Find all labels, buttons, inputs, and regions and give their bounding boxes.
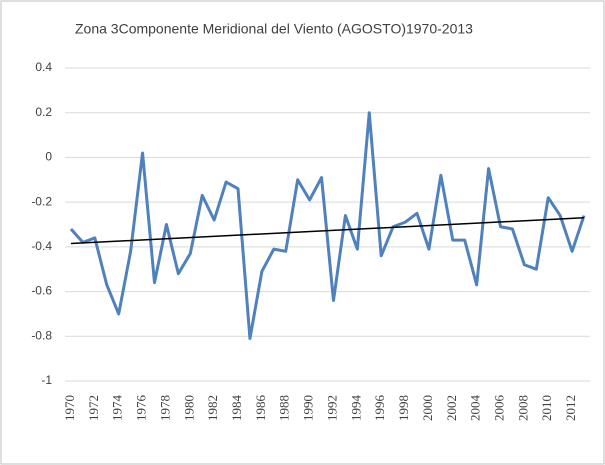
chart-title: Zona 3Componente Meridional del Viento (… <box>75 21 473 37</box>
x-tick-label: 2006 <box>491 395 506 422</box>
x-tick-label: 1994 <box>348 395 363 422</box>
x-tick-label: 2004 <box>468 395 483 422</box>
x-tick-label: 2008 <box>515 395 530 421</box>
x-tick-label: 1970 <box>62 395 77 421</box>
x-tick-label: 1984 <box>229 395 244 422</box>
x-tick-label: 1976 <box>134 395 149 422</box>
y-tick-label: -0.4 <box>31 239 52 253</box>
x-tick-label: 1992 <box>324 395 339 421</box>
x-tick-label: 1988 <box>277 395 292 421</box>
x-tick-label: 1990 <box>301 395 316 421</box>
y-tick-label: -0.8 <box>31 328 52 342</box>
y-tick-label: 0.2 <box>35 105 52 119</box>
y-tick-label: 0.4 <box>35 60 52 74</box>
x-tick-label: 1982 <box>205 395 220 421</box>
y-tick-label: -1 <box>41 373 52 387</box>
x-tick-label: 2010 <box>539 395 554 421</box>
y-tick-label: -0.6 <box>31 284 52 298</box>
x-tick-label: 2002 <box>444 395 459 421</box>
x-tick-label: 2012 <box>563 395 578 421</box>
x-tick-label: 1972 <box>86 395 101 421</box>
x-tick-label: 1996 <box>372 395 387 422</box>
x-tick-label: 1978 <box>157 395 172 421</box>
trend-line <box>70 217 585 245</box>
data-line <box>69 111 586 341</box>
x-tick-label: 1986 <box>253 395 268 422</box>
y-tick-label: -0.2 <box>31 194 52 208</box>
y-tick-label: 0 <box>45 150 52 164</box>
x-tick-label: 1980 <box>181 395 196 421</box>
x-tick-label: 2000 <box>420 395 435 421</box>
x-tick-label: 1974 <box>110 395 125 422</box>
x-tick-label: 1998 <box>396 395 411 421</box>
